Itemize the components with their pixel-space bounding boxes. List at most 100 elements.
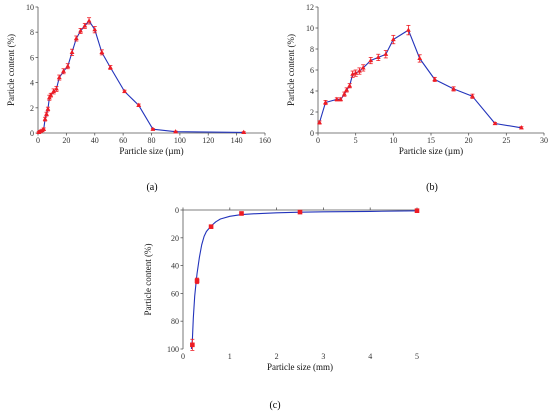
x-tick-label: 160 — [259, 136, 271, 145]
y-axis-label: Particle content (%) — [143, 244, 153, 316]
data-point — [357, 68, 362, 73]
data-point — [347, 83, 353, 88]
y-tick-label: 10 — [306, 24, 314, 33]
x-axis-label: Particle size (µm) — [399, 146, 463, 156]
data-point — [353, 70, 359, 75]
y-tick-label: 6 — [30, 53, 34, 62]
data-point — [383, 51, 389, 56]
y-tick-label: 8 — [30, 28, 34, 37]
data-point — [82, 23, 88, 28]
series-line — [318, 29, 522, 129]
x-tick-label: 4 — [368, 352, 372, 361]
data-point — [338, 96, 343, 101]
chart-panel-1: 0 20 40 60 80 100 120 140 160 0 2 4 6 8 10 Particle siz… — [6, 3, 271, 193]
x-axis-label: Particle size (µm) — [119, 146, 183, 156]
data-point — [208, 224, 214, 229]
x-tick-label: 5 — [415, 352, 419, 361]
data-point — [107, 64, 113, 70]
x-tick-label: 100 — [174, 136, 186, 145]
data-point — [136, 102, 142, 107]
x-tick-label: 1 — [228, 352, 232, 361]
y-tick-label: 4 — [310, 87, 314, 96]
y-tick-label: 0 — [310, 129, 314, 138]
data-point — [86, 18, 92, 23]
panel-label: (a) — [146, 182, 157, 193]
data-point — [492, 120, 498, 126]
y-tick-label: 60 — [171, 289, 179, 298]
data-point — [44, 111, 49, 116]
data-point — [99, 49, 105, 54]
data-point — [360, 65, 366, 70]
y-tick-label: 20 — [171, 234, 179, 243]
x-tick-label: 10 — [389, 136, 397, 145]
chart-panel-2: 0 5 10 15 20 25 30 0 2 4 6 8 10 12 Particle size (µm) P… — [286, 3, 548, 193]
x-tick-label: 30 — [540, 136, 548, 145]
x-tick-label: 40 — [91, 136, 99, 145]
series-line — [38, 20, 244, 133]
data-point — [470, 93, 475, 98]
data-point — [51, 88, 57, 94]
y-tick-label: 12 — [306, 3, 314, 12]
x-tick-label: 120 — [202, 136, 214, 145]
data-point — [56, 74, 62, 80]
y-tick-label: 2 — [30, 104, 34, 113]
data-point — [414, 208, 420, 213]
chart-panel-3: 0 1 2 3 4 5 0 20 40 60 80 100 Particle size (mm) Part… — [143, 206, 420, 411]
x-tick-label: 3 — [321, 352, 325, 361]
x-tick-label: 5 — [354, 136, 358, 145]
x-tick-label: 0 — [36, 136, 40, 145]
data-point — [78, 28, 83, 33]
data-point — [375, 54, 381, 59]
data-point — [69, 49, 75, 54]
x-tick-label: 20 — [465, 136, 473, 145]
data-point — [61, 68, 66, 73]
x-tick-label: 15 — [427, 136, 435, 145]
data-point — [150, 126, 156, 131]
data-point — [344, 87, 350, 92]
x-tick-label: 60 — [119, 136, 127, 145]
data-point — [48, 92, 54, 97]
y-tick-label: 8 — [310, 45, 314, 54]
data-point — [390, 36, 396, 42]
data-point — [341, 91, 347, 96]
series-line — [190, 210, 418, 350]
x-axis-label: Particle size (mm) — [267, 362, 333, 372]
data-point — [334, 96, 340, 101]
y-tick-label: 0 — [30, 129, 34, 138]
data-point — [41, 126, 47, 131]
data-point — [173, 129, 179, 134]
data-point — [190, 342, 195, 348]
data-point — [241, 129, 247, 134]
data-point — [519, 125, 524, 130]
data-point — [239, 211, 244, 216]
x-tick-label: 2 — [275, 352, 279, 361]
data-point — [317, 119, 322, 125]
data-point — [54, 86, 59, 91]
data-point — [45, 106, 51, 111]
data-point — [73, 35, 79, 41]
panel-label: (b) — [426, 182, 438, 193]
data-point — [432, 76, 438, 82]
data-point — [194, 278, 200, 284]
y-tick-label: 6 — [310, 66, 314, 75]
x-tick-label: 140 — [231, 136, 243, 145]
data-point — [65, 63, 71, 68]
y-tick-label: 2 — [310, 108, 314, 117]
y-tick-label: 40 — [171, 262, 179, 271]
y-tick-label: 10 — [26, 3, 34, 12]
data-point — [417, 55, 423, 61]
x-tick-label: 0 — [316, 136, 320, 145]
panel-label: (c) — [269, 400, 280, 411]
data-point — [297, 209, 303, 215]
data-point — [42, 116, 48, 121]
y-tick-label: 4 — [30, 79, 34, 88]
y-axis-label: Particle content (%) — [286, 34, 296, 106]
data-point — [451, 86, 456, 91]
data-point — [323, 99, 328, 105]
data-point — [122, 88, 127, 94]
y-tick-label: 100 — [167, 345, 179, 354]
y-axis-label: Particle content (%) — [6, 34, 16, 106]
y-tick-label: 80 — [171, 317, 179, 326]
data-point — [92, 27, 98, 32]
